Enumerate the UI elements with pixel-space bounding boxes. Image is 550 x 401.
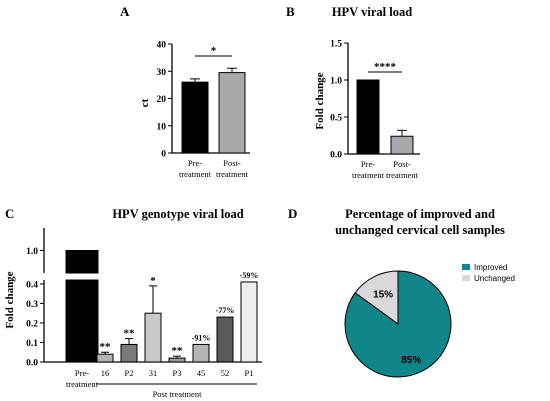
chart-c-category-label: 16	[101, 368, 110, 378]
panel-letter-d: D	[288, 206, 297, 221]
panel-letter-a: A	[120, 4, 130, 19]
chart-c-category-label: P2	[125, 368, 134, 378]
chart-d-legend-label: Improved	[474, 263, 507, 272]
chart-b-category-label: Pre-	[361, 159, 375, 169]
chart-d-slice-label: 15%	[373, 290, 393, 301]
chart-c-annotation: -59%	[240, 271, 259, 280]
chart-d: 15% 85% Improved Unchanged	[344, 263, 515, 378]
chart-a-bar	[218, 72, 246, 154]
chart-d-title-line2: unchanged cervical cell samples	[335, 223, 505, 237]
chart-a-category-label: Post-	[223, 158, 241, 168]
chart-a-category-label: treatment	[216, 169, 249, 179]
chart-c-group-label: Post treatment	[153, 389, 203, 399]
chart-c-y-tick-label: 0.2	[26, 319, 38, 329]
chart-c-title: HPV genotype viral load	[112, 207, 243, 221]
chart-d-legend-swatch	[462, 264, 470, 270]
chart-b-category-label: treatment	[352, 170, 385, 180]
chart-b-y-tick-label: 1.5	[330, 40, 342, 50]
chart-c-category-label: 45	[197, 368, 206, 378]
chart-a-category-label: Pre-	[188, 158, 202, 168]
chart-d-title-line1: Percentage of improved and	[345, 207, 495, 221]
chart-c-y-label: Fold change	[4, 271, 16, 328]
chart-b-bar	[390, 135, 414, 155]
chart-c-bar	[168, 357, 186, 363]
chart-b-significance-label: ****	[374, 61, 397, 73]
panel-letter-b: B	[286, 4, 295, 19]
chart-c-bar	[216, 316, 234, 363]
chart-a-y-tick-label: 10	[157, 122, 167, 132]
chart-d-slice-label: 85%	[401, 355, 421, 366]
chart-a-y-tick-label: 20	[157, 95, 167, 105]
chart-c-annotation: -91%	[192, 333, 211, 342]
chart-c-category-label: treatment	[66, 379, 99, 389]
chart-c-category-label: Pre-	[75, 368, 89, 378]
chart-c-annotation: **	[172, 345, 184, 357]
chart-a-category-label: treatment	[179, 169, 212, 179]
chart-c-category-label: P1	[245, 368, 254, 378]
chart-c-bar	[65, 279, 99, 363]
chart-b-bar	[356, 79, 380, 155]
chart-c: 0.00.10.20.30.41.0*******-91%-77%-59%Pre…	[26, 228, 262, 399]
chart-c-annotation: **	[100, 341, 112, 353]
chart-b: 0.00.51.01.5Pre-treatmentPost-treatment*…	[330, 40, 420, 180]
chart-c-bar-upper	[65, 250, 99, 274]
chart-c-y-tick-label: 0.3	[26, 300, 38, 310]
chart-d-slice-improved	[344, 270, 452, 378]
chart-c-bar	[144, 312, 162, 363]
chart-a-y-label: ct	[139, 98, 151, 107]
chart-c-category-label: 52	[221, 368, 230, 378]
chart-b-y-label: Fold change	[314, 72, 326, 129]
chart-c-y-tick-label: 1.0	[26, 247, 38, 257]
chart-c-bar	[120, 343, 138, 363]
chart-a-bar	[181, 81, 209, 154]
chart-d-legend-label: Unchanged	[474, 274, 515, 283]
chart-c-category-label: 31	[149, 368, 158, 378]
chart-b-category-label: Post-	[393, 159, 411, 169]
chart-c-y-tick-label: 0.0	[26, 359, 38, 369]
chart-b-title: HPV viral load	[332, 5, 412, 19]
chart-c-y-tick-label: 0.4	[26, 280, 38, 290]
chart-c-annotation: **	[124, 328, 136, 340]
chart-d-legend-swatch	[462, 275, 470, 281]
chart-c-bar	[192, 343, 210, 363]
chart-c-annotation: *	[150, 275, 156, 287]
chart-c-bar	[96, 353, 114, 363]
chart-b-y-tick-label: 1.0	[330, 77, 342, 87]
chart-d-slice-unchanged	[354, 270, 399, 325]
chart-a-y-tick-label: 40	[157, 41, 167, 51]
chart-a-y-tick-label: 30	[157, 68, 167, 78]
panel-letter-c: C	[5, 206, 14, 221]
chart-c-annotation: -77%	[216, 306, 235, 315]
chart-b-y-tick-label: 0.0	[330, 151, 342, 161]
chart-c-category-label: P3	[173, 368, 182, 378]
chart-c-y-tick-label: 0.1	[26, 339, 38, 349]
chart-b-category-label: treatment	[386, 170, 419, 180]
chart-b-y-tick-label: 0.5	[330, 114, 342, 124]
chart-a-significance-label: *	[211, 45, 217, 57]
chart-a-y-tick-label: 0	[161, 150, 166, 160]
chart-c-bar	[240, 281, 258, 363]
